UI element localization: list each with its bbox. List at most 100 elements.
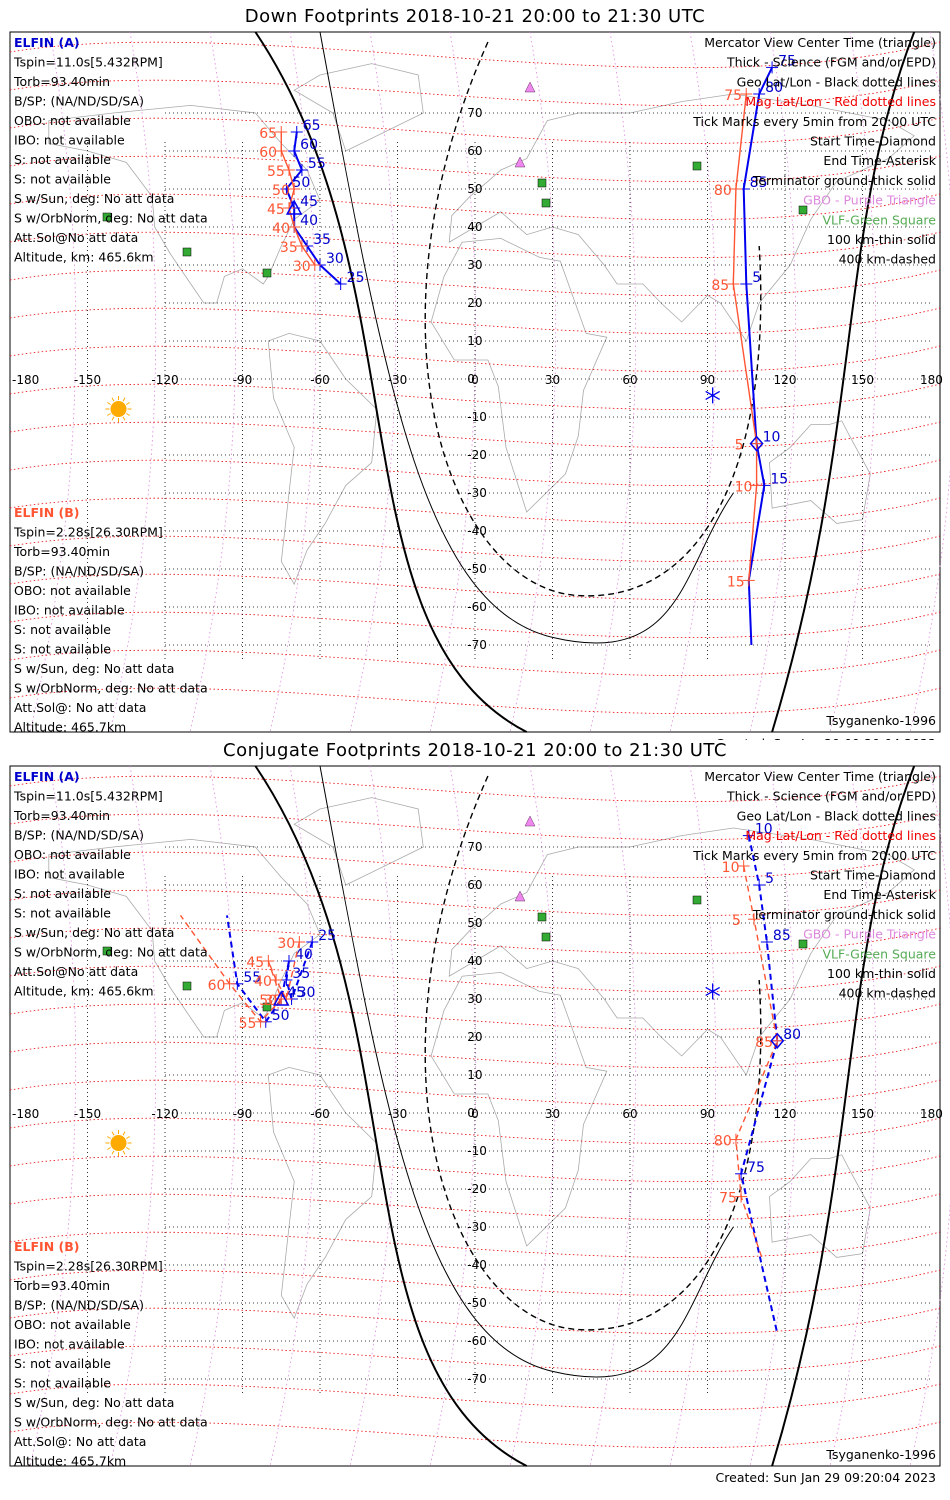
- elfin-b-info-line: Altitude: 465.7km: [14, 720, 126, 735]
- legend-entry: Start Time-Diamond: [810, 134, 936, 149]
- track-tick-label: 10: [763, 430, 781, 446]
- sun-ray: [122, 1150, 126, 1155]
- sun-ray: [122, 397, 126, 402]
- elfin-b-info-line: OBO: not available: [14, 583, 131, 598]
- elfin-b-info-line: S: not available: [14, 1376, 111, 1391]
- lon-tick-label: -30: [388, 1107, 408, 1121]
- track-tick-label: 75: [724, 88, 742, 104]
- lon-tick-label: -180: [12, 373, 39, 387]
- legend-entry: 100 km-thin solid: [827, 232, 936, 247]
- lon-tick-label: 0: [471, 373, 479, 387]
- mag-meridian-9: [749, 765, 797, 1467]
- track-tick-label: 75: [747, 1160, 765, 1176]
- lat-tick-label: 50: [467, 916, 482, 930]
- track-tick-label: 85: [750, 175, 768, 191]
- elfin-b-info-line: Torb=93.40min: [13, 1278, 110, 1293]
- lat-tick-label: 10: [467, 1068, 482, 1082]
- lon-tick-label: -30: [388, 373, 408, 387]
- lat-tick-label: 30: [467, 992, 482, 1006]
- elfin-a-info-line: S: not available: [14, 886, 111, 901]
- track-tick-label: 60: [300, 137, 318, 153]
- track-tick-label: 80: [783, 1027, 801, 1043]
- coastline-2: [430, 971, 608, 1247]
- track-tick-label: 50: [259, 993, 277, 1009]
- elfin-b-info-line: S w/Sun, deg: No att data: [14, 1395, 174, 1410]
- track-series: [226, 915, 314, 1024]
- elfin-a-info-line: Altitude, km: 465.6km: [14, 984, 154, 999]
- vlf-square-icon: [541, 932, 551, 942]
- coastline-0: [48, 838, 321, 1038]
- elfin-b-info-line: IBO: not available: [14, 603, 125, 618]
- mag-meridian-3: [269, 765, 317, 1467]
- legend-entry: Tick Marks every 5min from 20:00 UTC: [692, 848, 936, 863]
- legend-entry: GBO - Purple Triangle: [803, 927, 936, 942]
- lon-tick-label: 90: [700, 373, 715, 387]
- lon-tick-label: -90: [233, 373, 253, 387]
- mag-meridian-9: [749, 31, 797, 733]
- elfin-a-info-line: Tspin=11.0s[5.432RPM]: [13, 55, 163, 70]
- track-tick-label: 30: [293, 259, 311, 275]
- legend-entry: VLF-Green Square: [822, 212, 936, 227]
- vlf-square-icon: [798, 205, 808, 215]
- elfin-a-info-line: Torb=93.40min: [13, 74, 110, 89]
- lat-tick-label: 10: [467, 334, 482, 348]
- sun-ray: [122, 416, 126, 421]
- track-tick-label: 75: [719, 1191, 737, 1207]
- elfin-a-info-line: S w/Sun, deg: No att data: [14, 191, 174, 206]
- elfin-b-info-line: S w/Sun, deg: No att data: [14, 661, 174, 676]
- lon-tick-label: 60: [622, 373, 637, 387]
- lon-tick-label: 150: [851, 373, 874, 387]
- map-chart: -180 -150 -120 -90 -60 -30 0 30 60 90 120 150 180706…: [9, 31, 950, 740]
- track-tick-label: 80: [765, 80, 783, 96]
- elfin-b-name: ELFIN (B): [14, 1239, 79, 1254]
- lat-tick-label: -50: [467, 562, 487, 576]
- elfin-a-info-line: B/SP: (NA/ND/SD/SA): [14, 94, 144, 109]
- track-tick-label: 30: [298, 985, 316, 1001]
- lat-tick-label: -10: [467, 410, 487, 424]
- legend-entry: Mag Lat/Lon - Red dotted lines: [745, 94, 936, 109]
- gbo-triangle-icon: [514, 890, 526, 902]
- mag-meridian-11: [909, 31, 950, 733]
- sun-ray: [111, 1131, 115, 1136]
- elfin-a-info-line: Torb=93.40min: [13, 808, 110, 823]
- legend-entry: Mercator View Center Time (triangle): [704, 35, 936, 50]
- lat-tick-label: -70: [467, 638, 487, 652]
- track-tick-label: 10: [735, 479, 753, 495]
- track-series: [280, 132, 316, 266]
- elfin-b-info-line: Att.Sol@: No att data: [14, 1434, 146, 1449]
- lon-tick-label: -60: [310, 1107, 330, 1121]
- terminator-east: [771, 31, 916, 733]
- elfin-a-info-line: S: not available: [14, 172, 111, 187]
- elfin-a-info-line: Tspin=11.0s[5.432RPM]: [13, 789, 163, 804]
- horizon-400km: [424, 41, 762, 597]
- lon-tick-label: 150: [851, 1107, 874, 1121]
- lon-tick-label: 30: [545, 373, 560, 387]
- track-tick-label: 55: [308, 156, 326, 172]
- lat-tick-label: -60: [467, 1334, 487, 1348]
- mag-meridian-4: [349, 765, 397, 1467]
- elfin-a-info-line: Altitude, km: 465.6km: [14, 250, 154, 265]
- track-tick-label: 25: [318, 928, 336, 944]
- mag-meridian-2: [189, 765, 237, 1467]
- vlf-square-icon: [541, 198, 551, 208]
- lon-tick-label: -120: [151, 1107, 178, 1121]
- created-timestamp: Created: Sun Jan 29 09:20:04 2023: [716, 736, 936, 740]
- elfin-a-info-line: Att.Sol@No att data: [14, 964, 138, 979]
- panel-title: Conjugate Footprints 2018-10-21 20:00 to…: [223, 740, 727, 761]
- track-tick-label: 50: [272, 183, 290, 199]
- track-tick-label: 60: [208, 978, 226, 994]
- elfin-a-info-line: OBO: not available: [14, 113, 131, 128]
- lat-tick-label: 40: [467, 954, 482, 968]
- sun-ray: [106, 1136, 111, 1139]
- terminator-east: [771, 765, 916, 1467]
- track-tick-label: 85: [773, 928, 791, 944]
- horizon-100km: [319, 765, 734, 1378]
- elfin-a-info-line: B/SP: (NA/ND/SD/SA): [14, 828, 144, 843]
- legend-entry: Mercator View Center Time (triangle): [704, 769, 936, 784]
- vlf-square-icon: [102, 212, 112, 222]
- elfin-b-info-line: S: not available: [14, 642, 111, 657]
- gbo-triangle-icon: [524, 815, 536, 827]
- elfin-b-info-line: B/SP: (NA/ND/SD/SA): [14, 564, 144, 579]
- track-tick-label: 45: [300, 194, 318, 210]
- elfin-b-info-line: OBO: not available: [14, 1317, 131, 1332]
